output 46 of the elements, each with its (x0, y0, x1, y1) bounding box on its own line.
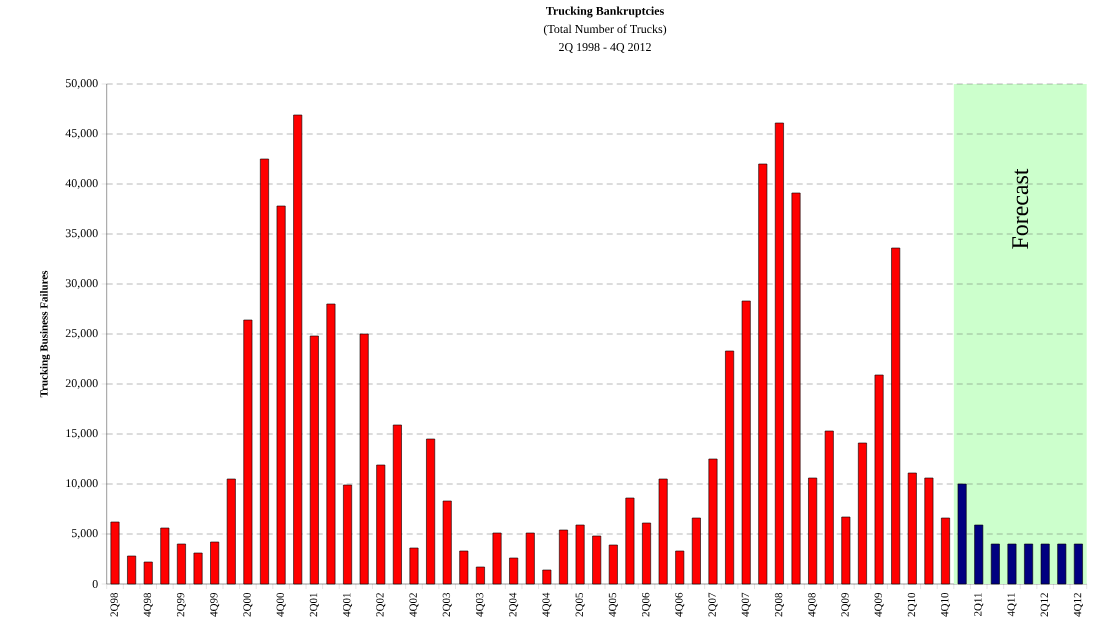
x-tick-label: 2Q12 (1040, 593, 1050, 617)
chart-title: Trucking Bankruptcies (546, 6, 664, 18)
y-tick-label: 45,000 (65, 129, 98, 139)
y-tick-label: 25,000 (65, 329, 98, 339)
y-tick-label: 0 (92, 579, 98, 589)
y-tick-label: 30,000 (65, 279, 98, 289)
x-tick-label: 2Q00 (243, 592, 253, 617)
x-tick-label: 4Q02 (409, 593, 419, 617)
x-tick-label: 2Q04 (509, 592, 519, 617)
x-tick-label: 2Q01 (309, 593, 319, 617)
chart-subtitle: (Total Number of Trucks) (543, 24, 667, 36)
y-tick-label: 35,000 (65, 229, 98, 239)
x-tick-label: 2Q10 (907, 592, 917, 617)
x-tick-label: 4Q09 (874, 592, 884, 617)
x-tick-label: 4Q03 (475, 592, 485, 617)
x-tick-label: 2Q06 (642, 592, 652, 617)
y-axis-title: Trucking Business Failures (40, 270, 51, 398)
text: 2Q 1998 - 4Q 2012 (559, 43, 651, 53)
x-tick-label: 2Q08 (774, 592, 784, 617)
x-tick-label: 2Q03 (442, 592, 452, 617)
x-tick-label: 4Q00 (276, 592, 286, 617)
y-tick-label: 5,000 (71, 529, 98, 539)
x-tick-label: 2Q99 (176, 592, 186, 617)
y-tick-label: 10,000 (66, 479, 98, 489)
x-tick-label: 4Q10 (940, 592, 951, 617)
x-tick-label: 4Q06 (675, 592, 685, 617)
y-tick-label: 50,000 (65, 79, 98, 89)
x-tick-label: 4Q04 (542, 592, 552, 617)
x-tick-label: 2Q98 (110, 592, 120, 617)
x-tick-label: 4Q99 (210, 592, 220, 617)
x-tick-label: 4Q98 (143, 592, 153, 617)
x-tick-label: 2Q11 (974, 593, 984, 616)
x-tick-label: 2Q09 (841, 592, 851, 617)
y-tick-label: 40,000 (65, 179, 98, 189)
x-tick-label: 4Q05 (608, 592, 618, 617)
x-tick-label: 4Q07 (741, 592, 751, 617)
band-label: Forecast (1012, 168, 1029, 249)
x-tick-label: 2Q05 (575, 592, 585, 617)
x-tick-label: 4Q01 (343, 593, 353, 617)
y-tick-label: 20,000 (65, 379, 98, 389)
x-tick-label: 4Q08 (808, 592, 818, 617)
y-tick-label: 15,000 (66, 429, 98, 439)
x-tick-label: 2Q02 (376, 593, 386, 617)
x-tick-label: 4Q11 (1007, 593, 1017, 617)
x-tick-label: 4Q12 (1073, 593, 1083, 617)
x-tick-label: 2Q07 (708, 592, 718, 617)
